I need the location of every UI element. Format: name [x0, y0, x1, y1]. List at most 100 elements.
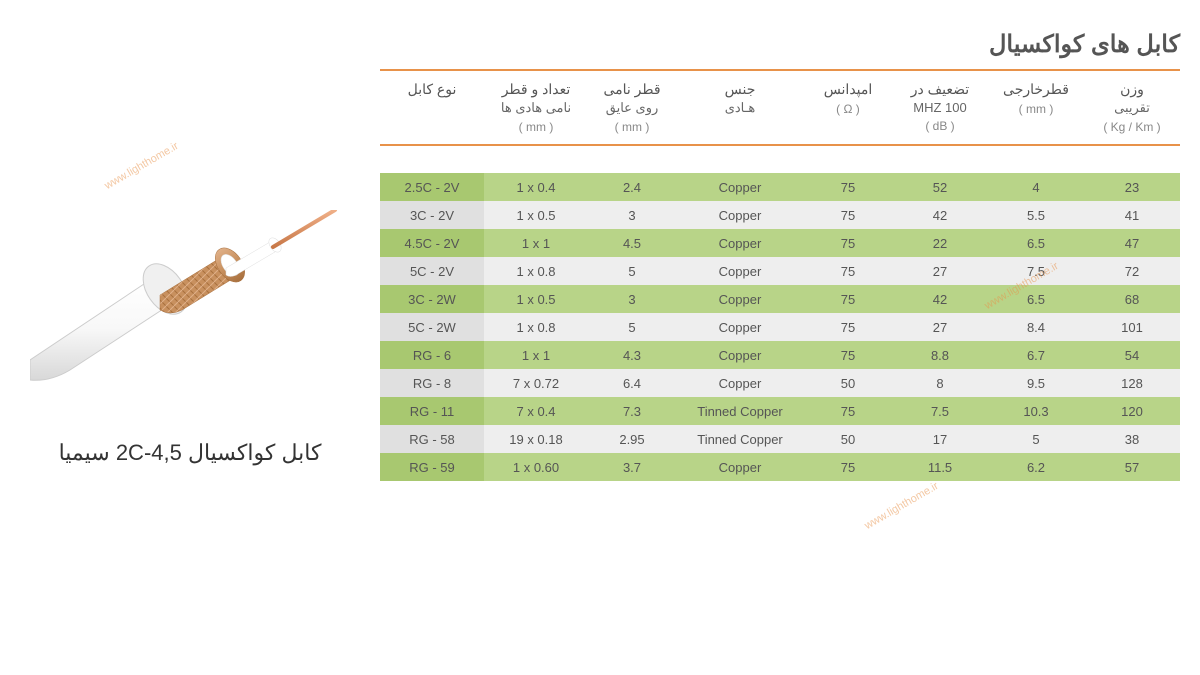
cell-weight: 23	[1084, 173, 1180, 201]
cell-outer: 7.5	[988, 257, 1084, 285]
cell-outer: 9.5	[988, 369, 1084, 397]
coaxial-spec-table: نوع کابلتعداد و قطرنامی هادی ها( mm ) قطر…	[380, 69, 1180, 481]
cell-insul: 4.5	[588, 229, 676, 257]
header-unit: ( mm )	[992, 102, 1080, 116]
cell-atten: 8.8	[892, 341, 988, 369]
cell-material: Copper	[676, 313, 804, 341]
cell-insul: 2.4	[588, 173, 676, 201]
header-line1: قطرخارجی	[992, 81, 1080, 98]
cell-imp: 75	[804, 341, 892, 369]
cell-weight: 68	[1084, 285, 1180, 313]
cell-imp: 75	[804, 313, 892, 341]
cell-imp: 75	[804, 229, 892, 257]
cell-imp: 50	[804, 369, 892, 397]
cell-insul: 2.95	[588, 425, 676, 453]
column-header: نوع کابل	[380, 70, 484, 145]
cell-outer: 4	[988, 173, 1084, 201]
cell-conductor: 1 x 0.60	[484, 453, 588, 481]
cell-imp: 75	[804, 285, 892, 313]
cell-atten: 11.5	[892, 453, 988, 481]
cell-material: Tinned Copper	[676, 397, 804, 425]
cell-outer: 8.4	[988, 313, 1084, 341]
header-unit: ( mm )	[488, 120, 584, 134]
cell-outer: 10.3	[988, 397, 1084, 425]
cell-outer: 6.5	[988, 229, 1084, 257]
table-row: 4.5C - 2V1 x 14.5Copper75226.547	[380, 229, 1180, 257]
cell-conductor: 1 x 0.5	[484, 285, 588, 313]
cell-imp: 75	[804, 397, 892, 425]
coaxial-cable-illustration	[30, 210, 350, 410]
column-header: قطرخارجی ( mm )	[988, 70, 1084, 145]
cell-material: Copper	[676, 257, 804, 285]
cell-atten: 42	[892, 201, 988, 229]
cell-imp: 75	[804, 257, 892, 285]
cell-outer: 6.5	[988, 285, 1084, 313]
cell-type: RG - 11	[380, 397, 484, 425]
table-row: RG - 591 x 0.603.7Copper7511.56.257	[380, 453, 1180, 481]
cell-conductor: 1 x 0.8	[484, 257, 588, 285]
cell-type: RG - 59	[380, 453, 484, 481]
table-row: 3C - 2W1 x 0.53Copper75426.568	[380, 285, 1180, 313]
cell-conductor: 7 x 0.72	[484, 369, 588, 397]
cell-type: 5C - 2V	[380, 257, 484, 285]
cell-material: Copper	[676, 341, 804, 369]
cell-outer: 5	[988, 425, 1084, 453]
cell-conductor: 7 x 0.4	[484, 397, 588, 425]
cell-material: Copper	[676, 369, 804, 397]
cell-insul: 4.3	[588, 341, 676, 369]
cell-material: Copper	[676, 285, 804, 313]
left-panel: کابل کواکسیال 4,5-2C سیمیا	[20, 30, 360, 645]
cell-atten: 7.5	[892, 397, 988, 425]
table-title: کابل های کواکسیال	[380, 30, 1180, 59]
cell-insul: 5	[588, 313, 676, 341]
image-caption: کابل کواکسیال 4,5-2C سیمیا	[59, 440, 322, 466]
header-line1: تضعیف در	[896, 81, 984, 98]
cell-atten: 17	[892, 425, 988, 453]
header-unit: ( Kg / Km )	[1088, 120, 1176, 134]
cell-insul: 5	[588, 257, 676, 285]
cell-material: Copper	[676, 229, 804, 257]
cell-material: Copper	[676, 201, 804, 229]
cell-weight: 128	[1084, 369, 1180, 397]
cell-imp: 75	[804, 453, 892, 481]
cell-weight: 47	[1084, 229, 1180, 257]
header-line1: جنس	[680, 81, 800, 98]
table-row: RG - 117 x 0.47.3Tinned Copper757.510.31…	[380, 397, 1180, 425]
table-panel: کابل های کواکسیال نوع کابلتعداد و قطرنام…	[360, 30, 1180, 645]
cell-conductor: 1 x 0.5	[484, 201, 588, 229]
cell-type: RG - 58	[380, 425, 484, 453]
table-row: 3C - 2V1 x 0.53Copper75425.541	[380, 201, 1180, 229]
header-unit: ( Ω )	[808, 102, 888, 116]
cell-conductor: 1 x 0.8	[484, 313, 588, 341]
cell-weight: 72	[1084, 257, 1180, 285]
table-row: RG - 61 x 14.3Copper758.86.754	[380, 341, 1180, 369]
cell-type: 2.5C - 2V	[380, 173, 484, 201]
cell-material: Tinned Copper	[676, 425, 804, 453]
header-line1: نوع کابل	[384, 81, 480, 98]
header-line1: تعداد و قطر	[488, 81, 584, 98]
table-row: 5C - 2W1 x 0.85Copper75278.4101	[380, 313, 1180, 341]
column-header: تضعیف در100 MHZ( dB )	[892, 70, 988, 145]
cell-atten: 27	[892, 257, 988, 285]
cell-atten: 27	[892, 313, 988, 341]
cell-type: 5C - 2W	[380, 313, 484, 341]
column-header: تعداد و قطرنامی هادی ها( mm )	[484, 70, 588, 145]
header-line1: امپدانس	[808, 81, 888, 98]
cell-atten: 22	[892, 229, 988, 257]
cell-insul: 3	[588, 201, 676, 229]
cell-conductor: 1 x 1	[484, 341, 588, 369]
header-line2: هـادی	[680, 100, 800, 116]
cell-weight: 57	[1084, 453, 1180, 481]
cell-material: Copper	[676, 453, 804, 481]
cell-weight: 41	[1084, 201, 1180, 229]
column-header: امپدانس ( Ω )	[804, 70, 892, 145]
cell-weight: 38	[1084, 425, 1180, 453]
table-row: RG - 5819 x 0.182.95Tinned Copper5017538	[380, 425, 1180, 453]
cell-conductor: 1 x 1	[484, 229, 588, 257]
cell-outer: 6.2	[988, 453, 1084, 481]
cell-weight: 54	[1084, 341, 1180, 369]
cell-type: 4.5C - 2V	[380, 229, 484, 257]
cell-weight: 101	[1084, 313, 1180, 341]
cell-outer: 6.7	[988, 341, 1084, 369]
cell-weight: 120	[1084, 397, 1180, 425]
